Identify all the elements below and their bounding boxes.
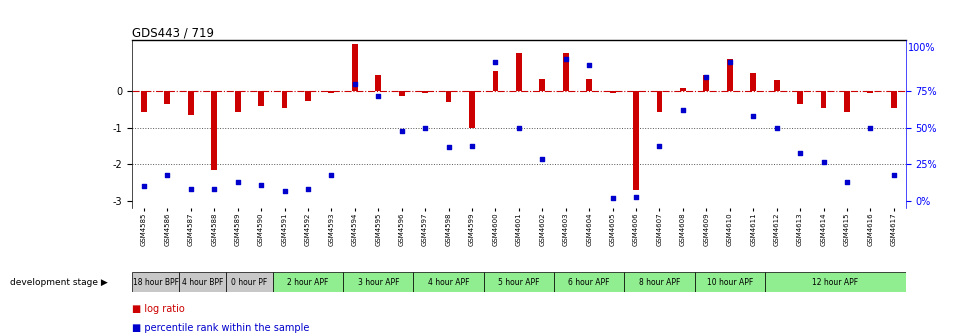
Bar: [342, 272, 413, 292]
Bar: [398, 91, 404, 96]
Point: [791, 150, 807, 156]
Bar: [562, 53, 568, 91]
Bar: [703, 75, 709, 91]
Bar: [258, 91, 264, 106]
Text: 3 hour APF: 3 hour APF: [357, 278, 399, 287]
Point: [604, 196, 620, 201]
Point: [300, 186, 316, 192]
Text: 10 hour APF: 10 hour APF: [706, 278, 752, 287]
Point: [557, 57, 573, 62]
Point: [838, 179, 854, 185]
Point: [464, 143, 479, 148]
Point: [651, 143, 667, 148]
Bar: [179, 272, 226, 292]
Point: [675, 108, 690, 113]
Bar: [375, 75, 380, 91]
Bar: [624, 272, 694, 292]
Point: [768, 125, 783, 131]
Bar: [211, 91, 217, 170]
Point: [159, 172, 175, 177]
Bar: [492, 71, 498, 91]
Point: [323, 172, 338, 177]
Bar: [413, 272, 483, 292]
Point: [534, 156, 550, 161]
Point: [346, 81, 362, 87]
Bar: [141, 91, 147, 112]
Bar: [445, 91, 451, 102]
Text: 4 hour APF: 4 hour APF: [427, 278, 468, 287]
Bar: [226, 272, 273, 292]
Text: GDS443 / 719: GDS443 / 719: [132, 26, 214, 39]
Point: [862, 125, 877, 131]
Bar: [680, 88, 686, 91]
Text: 2 hour APF: 2 hour APF: [287, 278, 329, 287]
Point: [230, 179, 245, 185]
Point: [440, 144, 456, 150]
Bar: [188, 91, 194, 115]
Bar: [867, 91, 872, 93]
Bar: [586, 79, 592, 91]
Point: [744, 114, 760, 119]
Bar: [749, 73, 755, 91]
Bar: [273, 272, 342, 292]
Point: [721, 59, 736, 65]
Point: [417, 125, 432, 131]
Text: 5 hour APF: 5 hour APF: [498, 278, 539, 287]
Bar: [282, 91, 288, 108]
Text: ■ log ratio: ■ log ratio: [132, 304, 185, 314]
Bar: [422, 91, 427, 93]
Text: 0 hour PF: 0 hour PF: [231, 278, 267, 287]
Point: [815, 159, 830, 164]
Bar: [328, 91, 333, 93]
Point: [393, 128, 409, 134]
Text: 12 hour APF: 12 hour APF: [812, 278, 858, 287]
Text: 100%: 100%: [908, 43, 935, 53]
Text: 6 hour APF: 6 hour APF: [568, 278, 609, 287]
Bar: [843, 91, 849, 112]
Bar: [633, 91, 639, 190]
Bar: [656, 91, 662, 112]
Bar: [694, 272, 764, 292]
Bar: [764, 272, 905, 292]
Bar: [726, 58, 732, 91]
Text: 8 hour APF: 8 hour APF: [639, 278, 680, 287]
Text: 18 hour BPF: 18 hour BPF: [132, 278, 178, 287]
Bar: [305, 91, 311, 100]
Point: [206, 186, 222, 192]
Text: 4 hour BPF: 4 hour BPF: [182, 278, 223, 287]
Bar: [796, 91, 802, 104]
Point: [628, 194, 644, 199]
Bar: [164, 91, 170, 104]
Bar: [132, 272, 179, 292]
Bar: [773, 81, 778, 91]
Point: [581, 62, 597, 68]
Text: ■ percentile rank within the sample: ■ percentile rank within the sample: [132, 323, 309, 333]
Point: [253, 182, 269, 187]
Bar: [820, 91, 825, 108]
Bar: [235, 91, 241, 112]
Point: [370, 93, 385, 98]
Bar: [609, 91, 615, 93]
Point: [885, 172, 901, 177]
Point: [487, 59, 503, 65]
Bar: [468, 91, 474, 128]
Point: [183, 186, 199, 192]
Bar: [351, 44, 357, 91]
Bar: [554, 272, 624, 292]
Point: [136, 184, 152, 189]
Point: [511, 125, 526, 131]
Text: development stage ▶: development stage ▶: [10, 278, 108, 287]
Point: [277, 188, 292, 194]
Bar: [483, 272, 554, 292]
Point: [698, 74, 714, 80]
Bar: [539, 79, 545, 91]
Bar: [515, 53, 521, 91]
Bar: [890, 91, 896, 108]
